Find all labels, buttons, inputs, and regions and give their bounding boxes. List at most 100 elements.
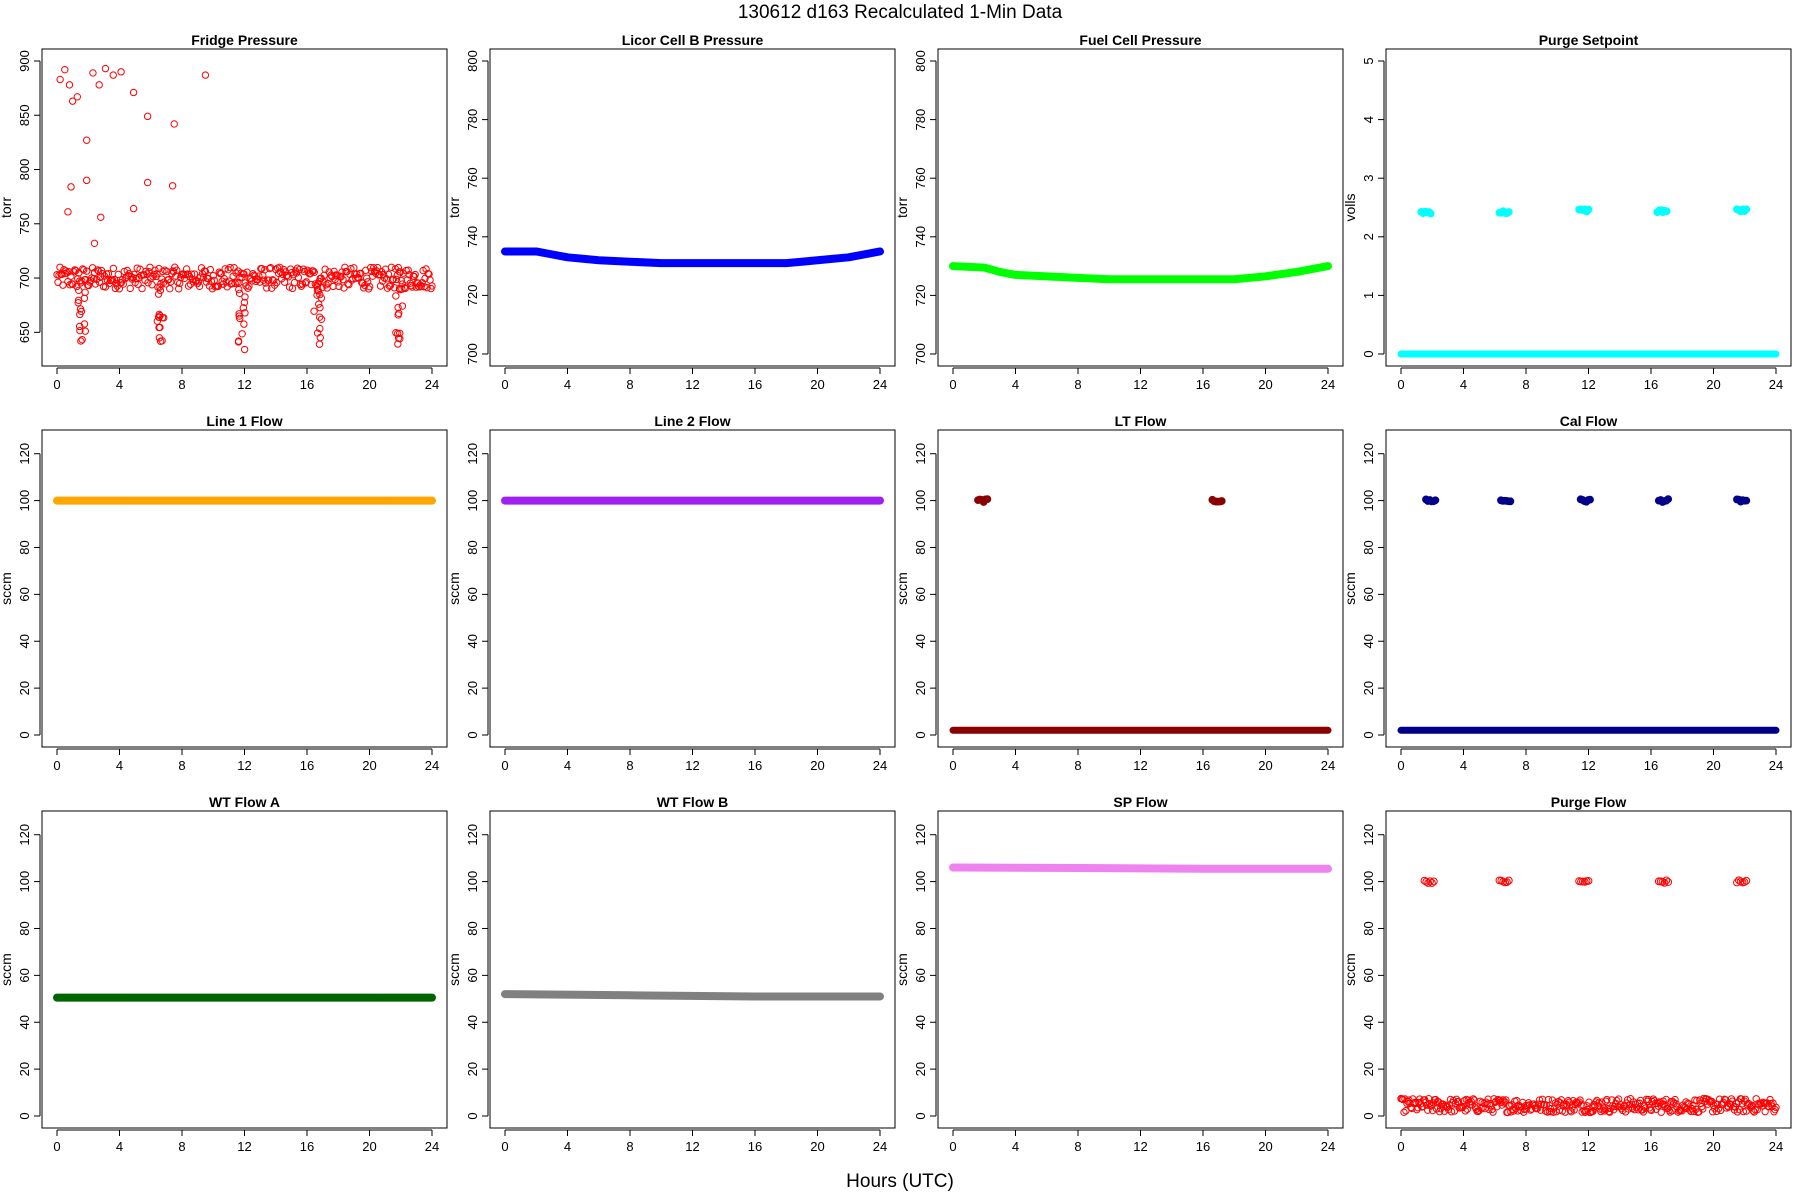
baseline-point bbox=[1428, 1106, 1437, 1115]
baseline-point bbox=[184, 282, 193, 290]
dip-point bbox=[310, 307, 318, 315]
y-tick-label: 80 bbox=[465, 921, 480, 935]
dip-point bbox=[154, 290, 163, 298]
dip-point bbox=[313, 329, 322, 337]
baseline-point bbox=[263, 284, 271, 292]
y-tick-label: 720 bbox=[913, 285, 928, 307]
panel-frame bbox=[41, 48, 448, 367]
x-tick-label: 12 bbox=[1133, 758, 1147, 773]
panel-frame bbox=[937, 429, 1344, 748]
x-tick-label: 20 bbox=[1258, 377, 1272, 392]
y-tick-label: 800 bbox=[465, 50, 480, 72]
y-axis-label: sccm bbox=[0, 572, 14, 605]
baseline-point bbox=[84, 281, 93, 290]
baseline-point bbox=[347, 265, 355, 273]
cluster-point bbox=[1217, 497, 1226, 505]
x-tick-label: 16 bbox=[300, 377, 314, 392]
x-tick-label: 8 bbox=[178, 758, 185, 773]
baseline-point bbox=[165, 275, 173, 284]
baseline-point bbox=[339, 276, 347, 284]
x-tick-label: 4 bbox=[1012, 758, 1019, 773]
y-tick-label: 120 bbox=[17, 824, 32, 846]
panel-frame bbox=[489, 429, 896, 748]
dip-point bbox=[315, 300, 323, 308]
dip-point bbox=[76, 326, 84, 335]
y-tick-label: 700 bbox=[17, 267, 32, 289]
y-tick-label: 120 bbox=[1361, 824, 1376, 846]
baseline-point bbox=[59, 281, 67, 289]
panel-title: Purge Setpoint bbox=[1539, 32, 1639, 48]
baseline-point bbox=[1502, 1096, 1510, 1104]
y-tick-label: 60 bbox=[465, 587, 480, 601]
y-tick-label: 5 bbox=[1361, 57, 1376, 64]
y-tick-label: 100 bbox=[1361, 871, 1376, 893]
baseline-point bbox=[1544, 1095, 1553, 1104]
x-tick-label: 0 bbox=[501, 1139, 508, 1154]
dip-point bbox=[316, 303, 324, 312]
y-axis-label: sccm bbox=[1342, 953, 1358, 986]
outlier-point bbox=[82, 136, 91, 144]
panel-9: WT Flow B sccm 0 4 8 12 16 20 24 0 20 40 60 80 100 120 bbox=[446, 794, 896, 1154]
cluster-point bbox=[1742, 205, 1751, 214]
panel-frame bbox=[1385, 810, 1792, 1129]
x-tick-label: 24 bbox=[1321, 1139, 1335, 1154]
baseline-point bbox=[91, 280, 100, 288]
dip-point bbox=[234, 337, 243, 345]
y-tick-label: 0 bbox=[17, 1112, 32, 1119]
x-tick-label: 24 bbox=[1321, 758, 1335, 773]
outlier-point bbox=[95, 81, 103, 89]
baseline-point bbox=[201, 267, 210, 276]
y-tick-label: 80 bbox=[913, 540, 928, 554]
x-tick-label: 20 bbox=[1706, 1139, 1720, 1154]
panel-1: Licor Cell B Pressure torr 0 4 8 12 16 20 24 700 7… bbox=[446, 32, 896, 392]
panel-title: Line 2 Flow bbox=[654, 413, 730, 429]
x-tick-label: 16 bbox=[1196, 1139, 1210, 1154]
outlier-point bbox=[65, 81, 74, 89]
y-tick-label: 0 bbox=[465, 1112, 480, 1119]
y-axis-label: sccm bbox=[894, 572, 910, 605]
baseline-point bbox=[298, 280, 307, 288]
cluster-point bbox=[1504, 876, 1513, 885]
y-tick-label: 40 bbox=[913, 1015, 928, 1029]
cluster-point bbox=[1426, 877, 1434, 886]
baseline-point bbox=[295, 265, 304, 274]
y-tick-label: 20 bbox=[913, 1062, 928, 1076]
dip-point bbox=[240, 320, 248, 328]
x-tick-label: 16 bbox=[748, 1139, 762, 1154]
baseline-point bbox=[389, 275, 398, 283]
baseline-point bbox=[1671, 1095, 1679, 1104]
baseline-point bbox=[214, 282, 222, 290]
baseline-point bbox=[69, 280, 77, 289]
baseline-point bbox=[388, 276, 397, 284]
baseline-point bbox=[353, 270, 361, 278]
x-tick-label: 12 bbox=[237, 758, 251, 773]
cluster-point bbox=[1664, 495, 1673, 504]
baseline-point bbox=[166, 284, 174, 293]
y-tick-label: 0 bbox=[17, 731, 32, 738]
panel-5: Line 2 Flow sccm 0 4 8 12 16 20 24 0 20 40 60 80 100 12… bbox=[446, 413, 896, 773]
panel-8: WT Flow A sccm 0 4 8 12 16 20 24 0 20 40 60 80 100 120 bbox=[0, 794, 448, 1154]
outlier-point bbox=[129, 88, 138, 97]
dip-point bbox=[240, 298, 249, 307]
baseline-point bbox=[190, 270, 199, 278]
baseline-point bbox=[1593, 1096, 1601, 1105]
y-tick-label: 800 bbox=[913, 50, 928, 72]
cluster-point bbox=[1660, 878, 1669, 887]
baseline-point bbox=[1684, 1099, 1692, 1107]
x-tick-label: 24 bbox=[1769, 1139, 1783, 1154]
panel-title: WT Flow A bbox=[209, 794, 280, 810]
panel-frame bbox=[41, 429, 448, 748]
dip-point bbox=[156, 286, 165, 295]
y-tick-label: 900 bbox=[17, 50, 32, 72]
panel-title: Licor Cell B Pressure bbox=[622, 32, 764, 48]
baseline-point bbox=[1489, 1108, 1497, 1116]
baseline-point bbox=[335, 282, 343, 291]
series-line bbox=[501, 990, 884, 1001]
baseline-point bbox=[286, 265, 295, 273]
baseline-point bbox=[156, 283, 164, 291]
cluster-point bbox=[1428, 879, 1436, 887]
baseline-point bbox=[287, 269, 296, 277]
cluster-point bbox=[1504, 208, 1513, 216]
